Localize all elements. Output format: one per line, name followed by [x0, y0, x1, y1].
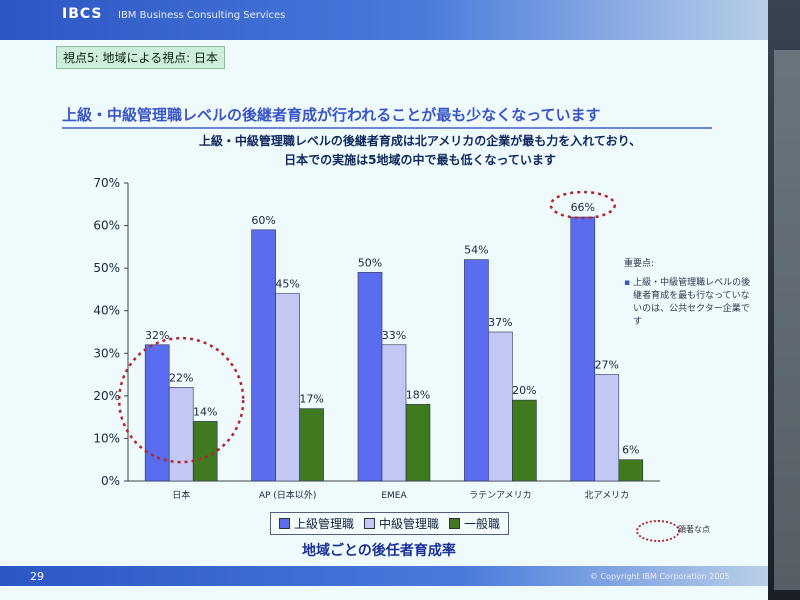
bar-general	[618, 459, 644, 482]
legend-label-middle: 中級管理職	[379, 517, 440, 531]
header-bar: IBCS IBM Business Consulting Services	[0, 0, 768, 40]
note-bullet: ▪ 上級・中級管理職レベルの後継者育成を最も行なっていないのは、公共セクター企業…	[624, 277, 756, 329]
data-label: 50%	[358, 256, 382, 269]
legend-item-middle: 中級管理職	[364, 515, 439, 532]
legend-item-senior: 上級管理職	[279, 515, 354, 532]
bar-middle	[168, 387, 194, 482]
data-label: 18%	[406, 388, 430, 401]
bar-general	[192, 421, 218, 482]
highlight-key-icon	[636, 520, 680, 542]
legend-swatch-middle	[364, 518, 376, 529]
page-number: 29	[30, 570, 44, 583]
category-label: AP (日本以外)	[259, 489, 316, 501]
highlight-key-label: 顕著な点	[678, 525, 710, 534]
bar-middle	[594, 374, 620, 482]
data-label: 33%	[382, 329, 406, 342]
y-tick-label: 30%	[93, 346, 120, 360]
category-label: ラテンアメリカ	[469, 490, 532, 501]
data-label: 17%	[299, 393, 323, 406]
data-label: 14%	[193, 405, 217, 418]
highlight-circle-north-america	[549, 190, 617, 220]
bar-senior	[464, 259, 489, 482]
logo: IBCS	[62, 6, 103, 22]
category-label: 日本	[172, 489, 190, 501]
data-label: 60%	[251, 214, 275, 227]
highlight-circle-japan	[117, 336, 245, 464]
bar-general	[299, 408, 324, 482]
chart-caption: 地域ごとの後任者育成率	[302, 543, 456, 559]
adjacent-screen-edge	[768, 0, 800, 600]
copyright: © Copyright IBM Corporation 2005	[590, 572, 730, 581]
bar-senior	[570, 216, 596, 482]
company-name: IBM Business Consulting Services	[118, 10, 286, 21]
bar-senior	[251, 229, 276, 482]
note-bullet-text: 上級・中級管理職レベルの後継者育成を最も行なっていないのは、公共セクター企業です	[633, 278, 751, 327]
slide-subtitle: 上級・中級管理職レベルの後継者育成は北アメリカの企業が最も力を入れており、 日本…	[120, 132, 720, 170]
slide-title: 上級・中級管理職レベルの後継者育成が行われることが最も少なくなっています	[62, 106, 601, 124]
legend-label-senior: 上級管理職	[294, 517, 355, 531]
note-title: 重要点:	[624, 259, 655, 269]
viewpoint-label: 視点5: 地域による視点: 日本	[56, 46, 225, 69]
y-tick-label: 20%	[93, 389, 120, 403]
data-label: 54%	[464, 244, 488, 257]
data-label: 22%	[169, 371, 193, 384]
legend-label-general: 一般職	[464, 517, 501, 531]
bar-middle	[275, 293, 300, 482]
slide: IBCS IBM Business Consulting Services 視点…	[0, 0, 768, 600]
bar-chart: 0% 10% 20% 30% 40% 50% 60% 70% 32% 22% 14% 日本 60% 45%…	[93, 176, 660, 501]
category-label: 北アメリカ	[585, 490, 630, 501]
legend-item-general: 一般職	[449, 515, 500, 532]
chart-legend: 上級管理職 中級管理職 一般職	[270, 512, 510, 535]
bar-senior	[357, 272, 383, 482]
legend-swatch-senior	[279, 518, 290, 529]
data-label: 45%	[275, 278, 299, 291]
bar-general	[512, 399, 537, 482]
bullet-icon: ▪	[624, 278, 631, 288]
data-label: 20%	[512, 384, 536, 397]
data-label: 66%	[571, 201, 595, 214]
legend-swatch-general	[449, 518, 461, 529]
data-label: 6%	[622, 444, 639, 457]
y-tick-label: 50%	[93, 261, 120, 275]
subtitle-line-1: 上級・中級管理職レベルの後継者育成は北アメリカの企業が最も力を入れており、	[198, 134, 642, 148]
y-tick-label: 70%	[93, 176, 120, 190]
data-label: 37%	[488, 316, 512, 329]
y-tick-label: 0%	[101, 474, 120, 488]
category-label: EMEA	[381, 491, 407, 501]
data-label: 32%	[145, 329, 169, 342]
bar-general	[405, 404, 431, 482]
y-tick-label: 40%	[93, 304, 120, 318]
key-point-note: 重要点: ▪ 上級・中級管理職レベルの後継者育成を最も行なっていないのは、公共セ…	[624, 258, 756, 329]
bar-middle	[381, 344, 407, 482]
bar-middle	[488, 331, 513, 482]
data-label: 27%	[595, 359, 619, 372]
y-tick-label: 10%	[93, 431, 120, 445]
subtitle-line-2: 日本での実施は5地域の中で最も低くなっています	[284, 153, 556, 167]
adjacent-screen-glow	[774, 50, 800, 590]
y-tick-label: 60%	[93, 219, 120, 233]
footer-bar	[0, 566, 768, 586]
title-rule	[62, 127, 712, 129]
